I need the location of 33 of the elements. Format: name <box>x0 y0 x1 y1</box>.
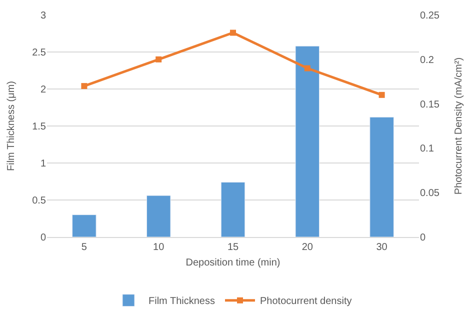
bar <box>220 182 246 237</box>
point <box>156 56 162 62</box>
bar <box>72 214 96 237</box>
legend-label: Photocurrent density <box>260 296 352 308</box>
bar <box>295 46 320 237</box>
y2-axis-title: Photocurrent Density (mA/cm²) <box>453 57 464 195</box>
y2-tick-label: 0.25 <box>420 10 440 22</box>
y-tick-label: 1.5 <box>32 122 46 132</box>
x-tick-label: 5 <box>81 242 88 253</box>
y2-tick-label: 0.05 <box>420 188 440 200</box>
y2-tick-label: 0 <box>420 232 426 244</box>
y2-tick-label: 0.2 <box>420 54 434 66</box>
y-tick-label: 2 <box>40 84 46 96</box>
x-axis-title: Deposition time (min) <box>186 258 280 268</box>
y-tick-label: 2.5 <box>32 48 46 58</box>
x-tick-label: 15 <box>227 242 239 253</box>
point <box>304 65 310 72</box>
x-tick-label: 20 <box>302 242 314 253</box>
point <box>81 83 88 90</box>
legend-label: Film Thickness <box>148 296 215 308</box>
y-tick-label: 0.5 <box>32 196 46 206</box>
x-tick-label: 10 <box>153 242 165 253</box>
y-tick-label: 3 <box>40 10 46 22</box>
y-axis-title: Film Thickness (μm) <box>6 80 18 172</box>
y-tick-label: 1 <box>40 158 46 170</box>
point <box>230 30 236 36</box>
bar <box>146 195 171 237</box>
bar <box>370 116 394 237</box>
y2-tick-label: 0.15 <box>420 99 440 110</box>
y2-tick-label: 0.1 <box>420 144 434 155</box>
y-tick-label: 0 <box>40 232 46 244</box>
x-tick-label: 30 <box>376 242 388 253</box>
point <box>378 92 385 98</box>
